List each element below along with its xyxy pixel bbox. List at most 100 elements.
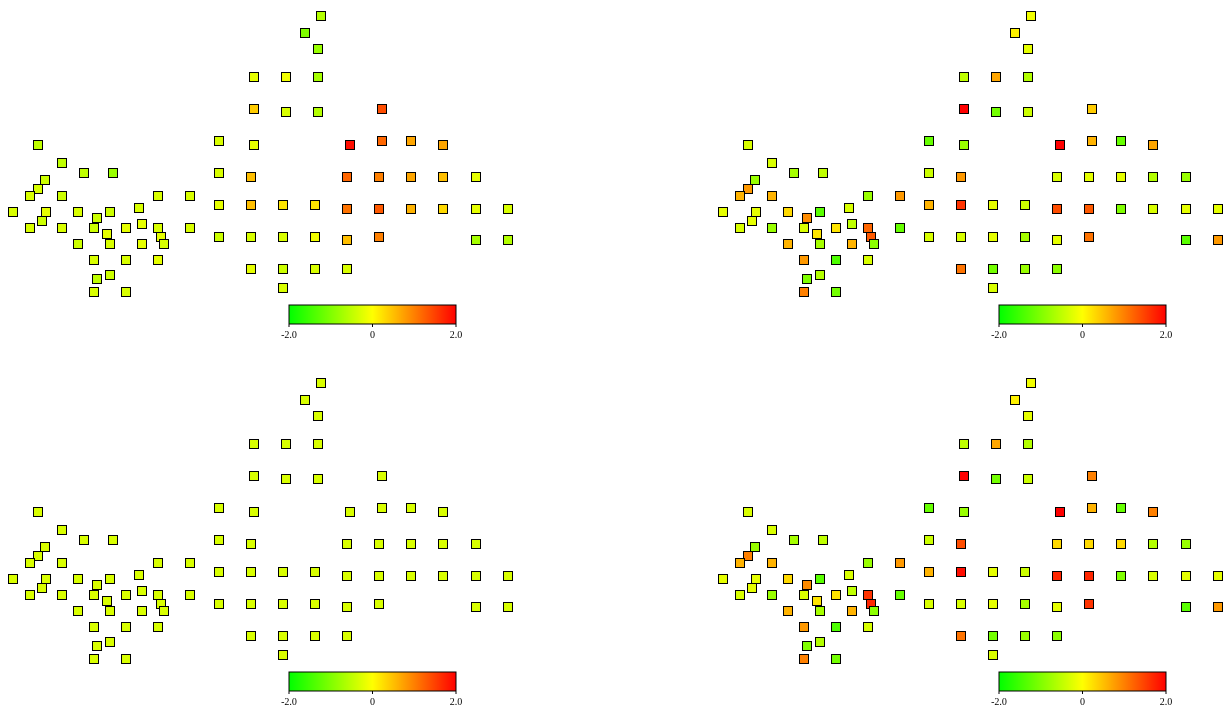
data-point — [991, 107, 1001, 117]
data-point — [153, 622, 163, 632]
data-point — [406, 172, 416, 182]
data-point — [79, 168, 89, 178]
data-point — [8, 207, 18, 217]
data-point — [310, 232, 320, 242]
data-point — [214, 200, 224, 210]
data-point — [121, 223, 131, 233]
data-point — [246, 567, 256, 577]
colorbar-tick-label: -2.0 — [991, 697, 1007, 708]
data-point — [406, 539, 416, 549]
data-point — [246, 264, 256, 274]
data-point — [1052, 172, 1062, 182]
data-point — [812, 229, 822, 239]
data-point — [73, 606, 83, 616]
data-point — [1020, 567, 1030, 577]
colorbar-tick-label: 2.0 — [450, 330, 463, 341]
data-point — [214, 535, 224, 545]
data-point — [1213, 235, 1223, 245]
scatter-panel-top-right: -2.0 0 2.0 — [710, 0, 1230, 355]
data-point — [278, 264, 288, 274]
data-point — [1181, 204, 1191, 214]
data-point — [959, 140, 969, 150]
data-point — [895, 191, 905, 201]
data-point — [310, 264, 320, 274]
data-point — [959, 507, 969, 517]
data-point — [377, 104, 387, 114]
data-point — [438, 571, 448, 581]
data-point — [847, 239, 857, 249]
data-point — [789, 168, 799, 178]
data-point — [185, 558, 195, 568]
data-point — [105, 239, 115, 249]
data-point — [1023, 72, 1033, 82]
data-point — [1023, 439, 1033, 449]
colorbar-tick-label: 2.0 — [1160, 697, 1173, 708]
data-point — [300, 395, 310, 405]
data-point — [249, 507, 259, 517]
data-point — [374, 232, 384, 242]
data-point — [249, 439, 259, 449]
data-point — [1084, 599, 1094, 609]
data-point — [41, 574, 51, 584]
data-point — [815, 606, 825, 616]
data-point — [137, 219, 147, 229]
data-point — [300, 28, 310, 38]
data-point — [214, 232, 224, 242]
data-point — [956, 567, 966, 577]
data-point — [374, 599, 384, 609]
data-point — [374, 571, 384, 581]
data-point — [33, 551, 43, 561]
data-point — [33, 184, 43, 194]
data-point — [1020, 631, 1030, 641]
data-point — [185, 191, 195, 201]
data-point — [767, 158, 777, 168]
data-point — [121, 255, 131, 265]
data-point — [991, 439, 1001, 449]
data-point — [40, 542, 50, 552]
data-point — [799, 654, 809, 664]
data-point — [799, 590, 809, 600]
data-point — [73, 239, 83, 249]
data-point — [863, 191, 873, 201]
data-point — [767, 223, 777, 233]
data-point — [743, 551, 753, 561]
data-point — [831, 654, 841, 664]
data-point — [471, 571, 481, 581]
data-point — [89, 223, 99, 233]
data-point — [831, 255, 841, 265]
data-point — [1148, 140, 1158, 150]
data-point — [438, 507, 448, 517]
data-point — [789, 535, 799, 545]
data-point — [503, 204, 513, 214]
data-point — [895, 223, 905, 233]
data-point — [1213, 204, 1223, 214]
data-point — [503, 602, 513, 612]
colorbar-tick-label: 0 — [370, 330, 375, 341]
data-point — [342, 204, 352, 214]
data-point — [743, 140, 753, 150]
data-point — [249, 104, 259, 114]
data-point — [1148, 571, 1158, 581]
colorbar-tick-label: 0 — [1080, 697, 1085, 708]
data-point — [121, 590, 131, 600]
data-point — [959, 104, 969, 114]
data-point — [89, 287, 99, 297]
data-point — [956, 172, 966, 182]
data-point — [503, 571, 513, 581]
data-point — [342, 631, 352, 641]
data-point — [1148, 507, 1158, 517]
data-point — [92, 213, 102, 223]
data-point — [79, 535, 89, 545]
data-point — [471, 204, 481, 214]
data-point — [1181, 571, 1191, 581]
data-point — [1052, 602, 1062, 612]
data-point — [1010, 395, 1020, 405]
data-point — [57, 191, 67, 201]
data-point — [438, 172, 448, 182]
data-point — [1087, 503, 1097, 513]
colorbar-tick-label: -2.0 — [281, 330, 297, 341]
data-point — [249, 471, 259, 481]
data-point — [278, 283, 288, 293]
data-point — [281, 72, 291, 82]
data-point — [1116, 571, 1126, 581]
